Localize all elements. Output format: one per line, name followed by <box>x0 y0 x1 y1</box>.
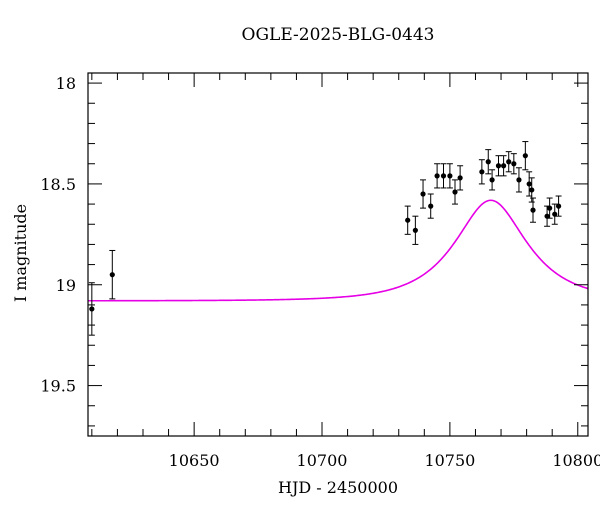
x-tick-label: 10700 <box>297 451 348 470</box>
data-point <box>457 165 464 191</box>
point-marker <box>516 177 522 183</box>
x-axis-label: HJD - 2450000 <box>278 478 398 497</box>
data-point <box>420 179 427 209</box>
point-marker <box>489 177 495 183</box>
point-marker <box>428 203 434 209</box>
x-tick-label: 10750 <box>424 451 475 470</box>
point-marker <box>552 211 558 217</box>
data-points-group <box>88 141 562 336</box>
axis-tick-labels: 10650 10700 10750 10800 18 18.5 19 19.5 <box>40 74 600 470</box>
data-point <box>544 205 551 227</box>
data-point <box>412 215 419 245</box>
data-point <box>427 193 434 219</box>
y-tick-label: 19 <box>56 276 76 295</box>
data-point <box>88 282 95 336</box>
point-marker <box>511 161 517 167</box>
data-point <box>555 195 562 217</box>
data-point <box>478 159 485 185</box>
plot-frame <box>87 72 589 437</box>
point-marker <box>530 207 536 213</box>
data-point <box>452 179 459 205</box>
model-curve-group <box>88 199 588 302</box>
point-marker <box>506 159 512 165</box>
point-marker <box>544 213 550 219</box>
point-marker <box>485 159 491 165</box>
point-marker <box>457 175 463 181</box>
data-point <box>434 163 441 189</box>
point-marker <box>447 173 453 179</box>
data-point <box>440 163 447 189</box>
x-tick-label: 10800 <box>552 451 600 470</box>
point-marker <box>440 173 447 179</box>
model-curve <box>88 199 588 302</box>
point-marker <box>501 163 507 169</box>
data-point <box>446 163 453 189</box>
y-tick-label: 19.5 <box>40 377 76 396</box>
y-tick-label: 18 <box>56 74 76 93</box>
point-marker <box>412 227 418 233</box>
point-marker <box>529 187 535 193</box>
axis-ticks <box>88 73 588 436</box>
data-point <box>404 205 411 235</box>
data-point <box>551 203 558 225</box>
y-tick-label: 18.5 <box>40 175 76 194</box>
data-point <box>485 149 492 175</box>
data-point <box>546 197 553 219</box>
point-marker <box>89 306 95 312</box>
point-marker <box>479 169 485 175</box>
data-point <box>515 167 522 193</box>
data-point <box>530 197 537 223</box>
point-marker <box>434 173 440 179</box>
point-marker <box>522 153 528 159</box>
point-marker <box>547 205 553 211</box>
data-point <box>505 151 512 173</box>
data-point <box>495 155 502 177</box>
point-marker <box>109 272 115 278</box>
point-marker <box>405 217 411 223</box>
point-marker <box>555 203 562 209</box>
y-axis-label: I magnitude <box>11 204 30 302</box>
data-point <box>109 249 116 300</box>
data-point <box>510 153 517 175</box>
point-marker <box>495 163 502 169</box>
data-point <box>522 141 529 171</box>
data-point <box>489 169 496 191</box>
x-tick-label: 10650 <box>169 451 220 470</box>
chart-title: OGLE-2025-BLG-0443 <box>242 25 435 45</box>
point-marker <box>420 191 426 197</box>
point-marker <box>526 181 532 187</box>
data-point <box>500 155 507 177</box>
data-point <box>526 171 533 197</box>
point-marker <box>452 189 458 195</box>
